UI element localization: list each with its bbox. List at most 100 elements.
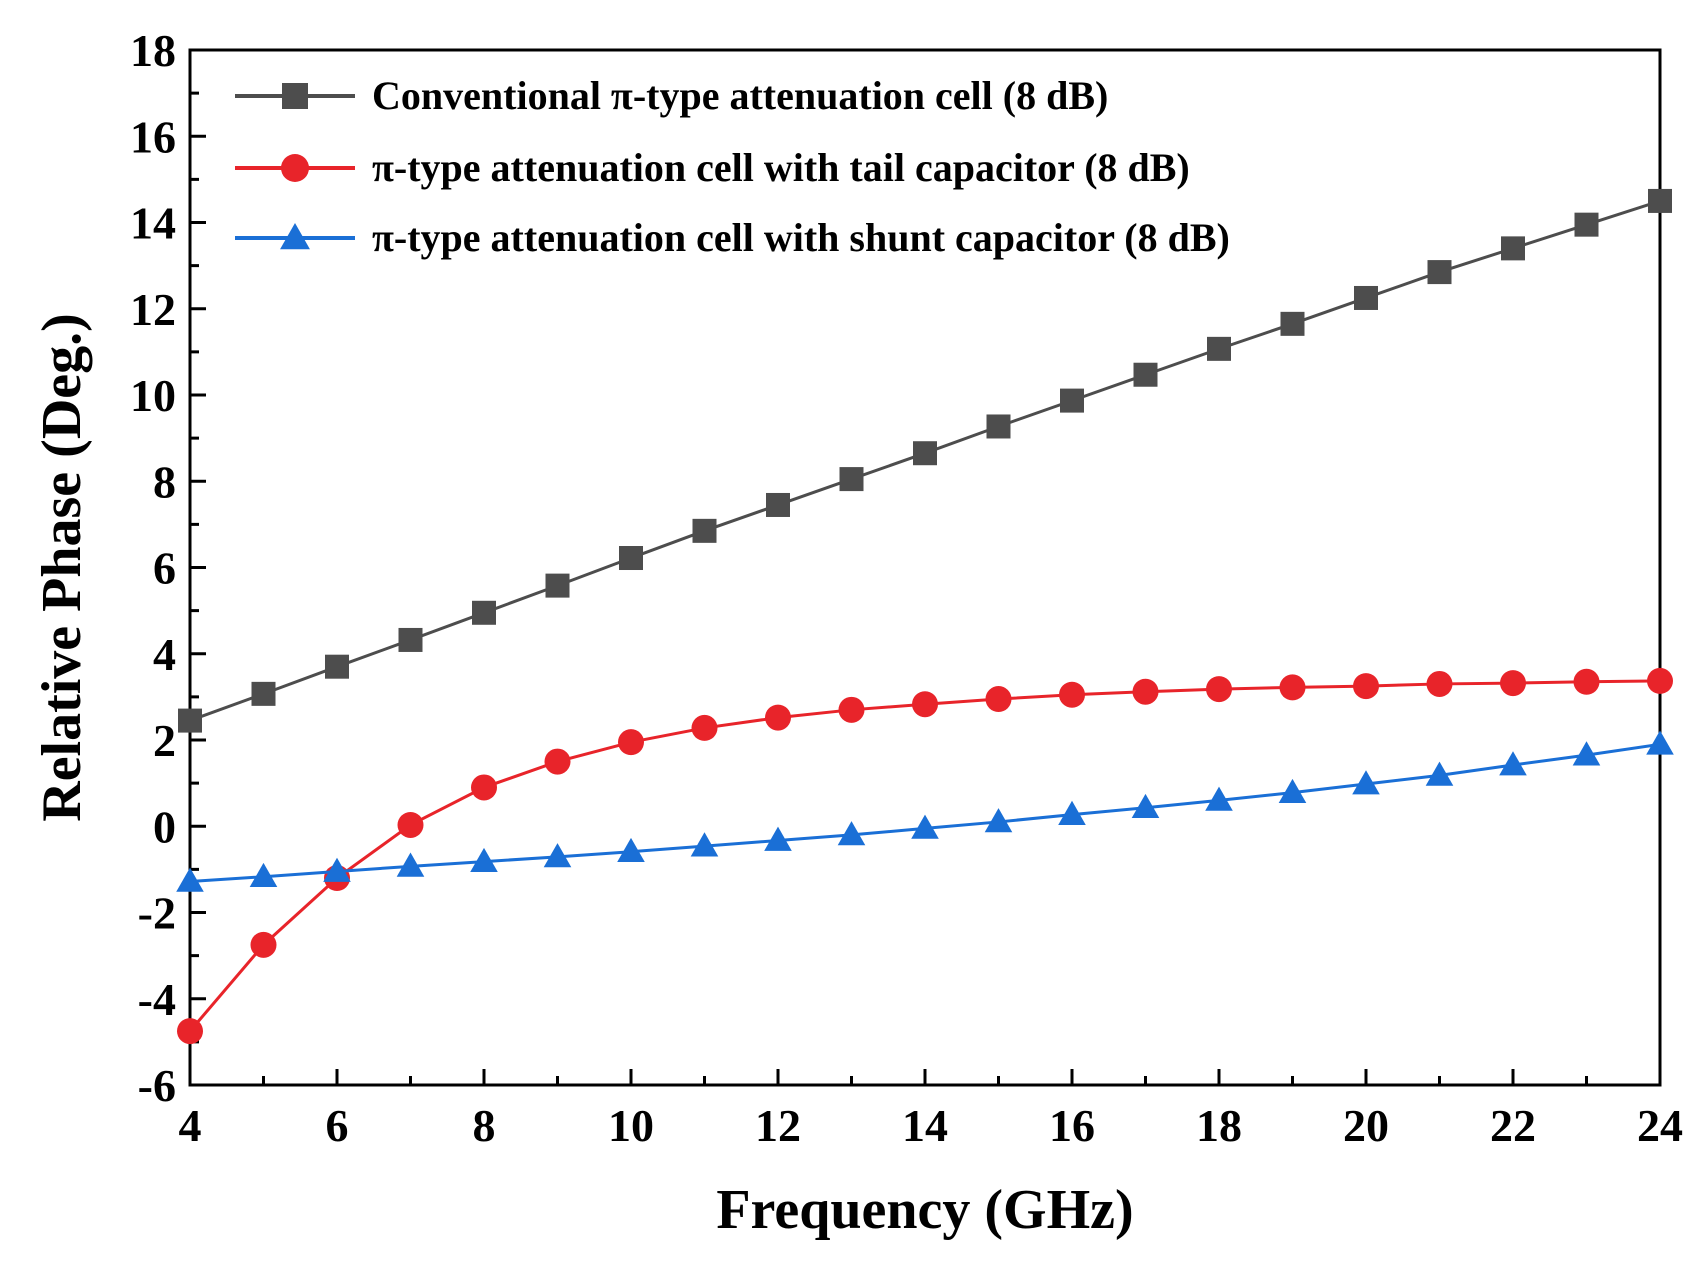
data-point bbox=[766, 492, 790, 517]
data-point bbox=[765, 704, 791, 731]
x-tick-label: 6 bbox=[326, 1100, 349, 1151]
data-point bbox=[1131, 793, 1160, 819]
data-point bbox=[249, 862, 278, 888]
series-3 bbox=[176, 730, 1674, 892]
data-point bbox=[397, 811, 424, 838]
legend-marker bbox=[280, 223, 310, 250]
data-point bbox=[1133, 362, 1158, 387]
data-point bbox=[1500, 670, 1526, 697]
y-tick-label: 4 bbox=[153, 629, 176, 680]
legend-entry-1: Conventional π-type attenuation cell (8 … bbox=[235, 73, 1108, 118]
y-tick-label: 6 bbox=[153, 543, 176, 594]
series-2 bbox=[177, 667, 1673, 1045]
y-tick-label: 16 bbox=[130, 111, 176, 162]
legend-label: π-type attenuation cell with tail capaci… bbox=[372, 145, 1190, 190]
y-tick-label: -4 bbox=[138, 974, 176, 1025]
data-point bbox=[1354, 285, 1378, 310]
data-point bbox=[911, 814, 939, 839]
data-point bbox=[1427, 260, 1452, 285]
data-point bbox=[177, 1018, 203, 1045]
data-point bbox=[764, 826, 792, 851]
data-point bbox=[1132, 678, 1159, 705]
data-point bbox=[1280, 311, 1305, 336]
data-point bbox=[251, 681, 276, 706]
data-point bbox=[250, 931, 277, 958]
data-point bbox=[1058, 800, 1086, 825]
data-point bbox=[470, 847, 498, 872]
data-point bbox=[1573, 668, 1600, 695]
data-point bbox=[838, 696, 865, 723]
data-point bbox=[839, 467, 864, 492]
data-point bbox=[617, 837, 645, 863]
legend-marker bbox=[281, 154, 309, 182]
data-point bbox=[545, 573, 570, 598]
x-tick-label: 4 bbox=[179, 1100, 202, 1151]
data-point bbox=[178, 708, 202, 733]
data-point bbox=[619, 546, 643, 571]
series-1 bbox=[178, 188, 1672, 733]
data-point bbox=[1353, 673, 1379, 700]
y-tick-label: 8 bbox=[153, 456, 176, 507]
data-point bbox=[1426, 670, 1453, 697]
y-tick-label: 18 bbox=[130, 25, 176, 76]
data-point bbox=[1501, 236, 1525, 261]
data-point bbox=[544, 748, 571, 775]
data-point bbox=[1206, 676, 1232, 703]
y-tick-label: 2 bbox=[153, 715, 176, 766]
data-point bbox=[1646, 730, 1674, 755]
x-tick-label: 20 bbox=[1343, 1100, 1389, 1151]
data-point bbox=[1572, 741, 1601, 766]
data-point bbox=[1059, 681, 1085, 708]
data-point bbox=[692, 518, 717, 543]
legend-entry-3: π-type attenuation cell with shunt capac… bbox=[235, 215, 1230, 260]
y-tick-label: 12 bbox=[130, 284, 176, 335]
data-point bbox=[323, 857, 351, 882]
plot-frame bbox=[188, 48, 1662, 1087]
data-point bbox=[1278, 778, 1307, 803]
data-point bbox=[1425, 761, 1454, 786]
y-tick-label: 0 bbox=[153, 801, 176, 852]
data-point bbox=[1205, 786, 1233, 811]
data-point bbox=[1499, 751, 1527, 776]
data-point bbox=[1648, 188, 1672, 213]
x-tick-label: 8 bbox=[473, 1100, 496, 1151]
data-point bbox=[1647, 667, 1673, 694]
data-point bbox=[1352, 770, 1380, 795]
data-point bbox=[1574, 212, 1599, 237]
x-tick-label: 16 bbox=[1049, 1100, 1095, 1151]
x-tick-label: 10 bbox=[608, 1100, 654, 1151]
data-point bbox=[984, 808, 1013, 833]
data-point bbox=[985, 686, 1012, 713]
data-point bbox=[1207, 336, 1231, 361]
data-point bbox=[691, 714, 718, 741]
data-point bbox=[912, 691, 938, 718]
x-tick-label: 18 bbox=[1196, 1100, 1242, 1151]
x-axis-title: Frequency (GHz) bbox=[716, 1179, 1133, 1241]
x-tick-label: 24 bbox=[1637, 1100, 1683, 1151]
y-tick-label: 10 bbox=[130, 370, 176, 421]
legend-label: π-type attenuation cell with shunt capac… bbox=[372, 215, 1230, 260]
data-point bbox=[1060, 388, 1084, 413]
data-point bbox=[1279, 674, 1306, 701]
legend-entry-2: π-type attenuation cell with tail capaci… bbox=[235, 145, 1190, 190]
data-point bbox=[396, 852, 425, 877]
y-axis-title: Relative Phase (Deg.) bbox=[31, 313, 93, 822]
data-point bbox=[471, 774, 497, 801]
data-point bbox=[398, 627, 423, 652]
data-point bbox=[690, 832, 719, 857]
y-tick-label: -6 bbox=[138, 1060, 176, 1111]
data-point bbox=[176, 867, 204, 892]
data-point bbox=[325, 654, 349, 679]
data-point bbox=[913, 441, 937, 466]
x-tick-label: 22 bbox=[1490, 1100, 1536, 1151]
data-point bbox=[837, 821, 866, 846]
x-tick-label: 12 bbox=[755, 1100, 801, 1151]
legend-marker bbox=[282, 83, 308, 109]
y-tick-label: 14 bbox=[130, 198, 176, 249]
data-point bbox=[543, 843, 572, 868]
data-point bbox=[472, 600, 496, 625]
y-tick-label: -2 bbox=[138, 888, 176, 939]
data-point bbox=[986, 414, 1011, 439]
